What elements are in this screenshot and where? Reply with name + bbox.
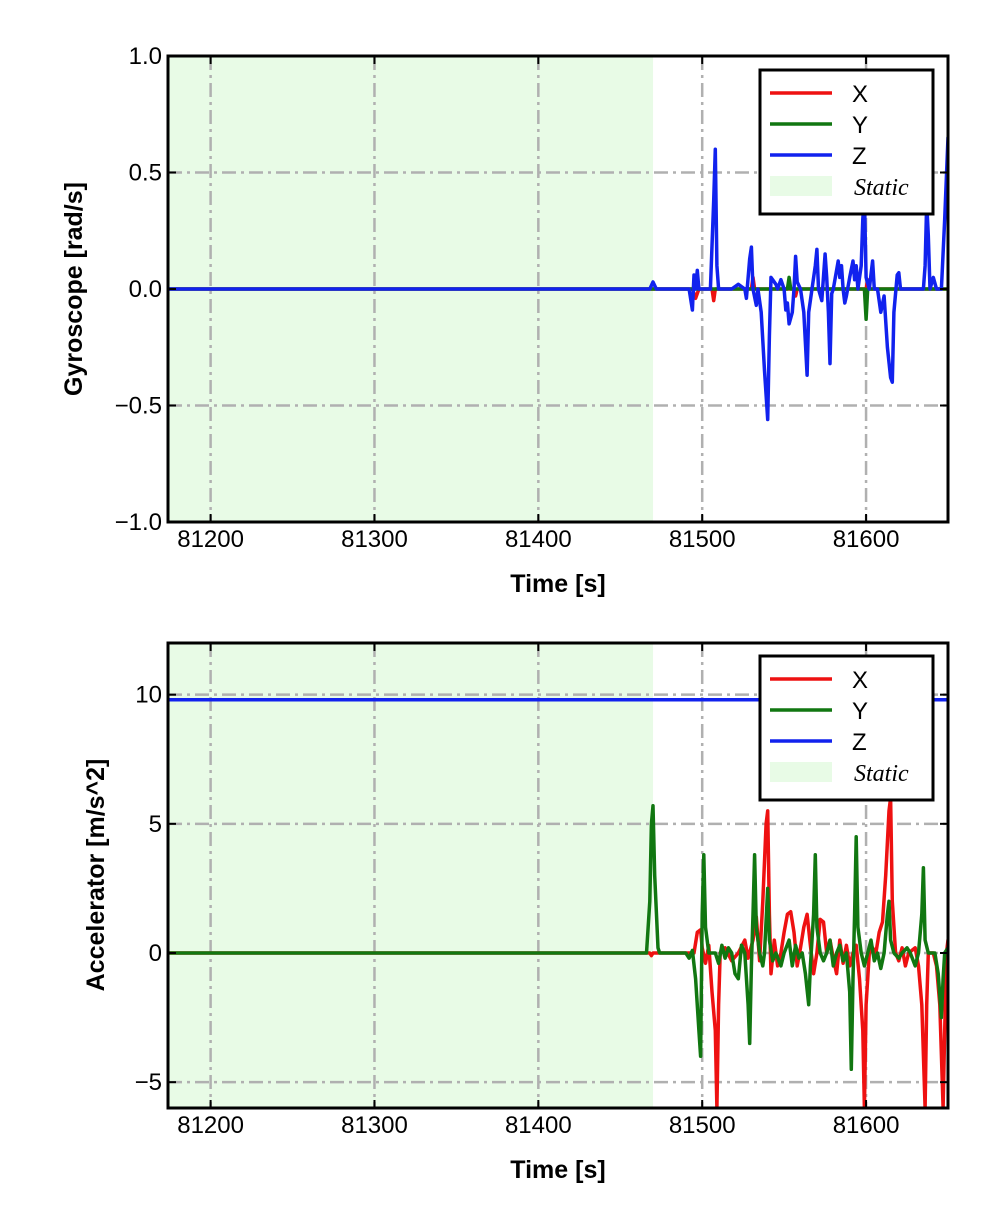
x-tick-label: 81200: [177, 526, 244, 553]
y-axis-title: Gyroscope [rad/s]: [60, 182, 88, 396]
legend-label-z: Z: [852, 729, 867, 756]
x-tick-label: 81600: [833, 1112, 900, 1139]
x-tick-label: 81200: [177, 1112, 244, 1139]
series-line-z: [168, 135, 948, 422]
y-tick-label: −0.5: [115, 393, 162, 420]
y-tick-label: −1.0: [115, 509, 162, 536]
static-region: [168, 643, 654, 1108]
legend-label-x: X: [852, 667, 868, 694]
legend: X Y Z Static: [758, 654, 935, 802]
legend-swatch-static: [770, 176, 832, 196]
y-tick-label: 0.0: [129, 276, 162, 303]
x-tick-label: 81400: [505, 1112, 572, 1139]
x-tick-label: 81300: [341, 526, 408, 553]
tick-labels: 81200 81300 81400 81500 81600 −1.0 −0.5 0.0 0.5 1…: [115, 43, 900, 553]
y-tick-label: 0.5: [129, 160, 162, 187]
y-axis-title: Accelerator [m/s^2]: [82, 759, 110, 992]
x-axis-title: Time [s]: [510, 570, 605, 598]
plot-frame: [166, 54, 950, 524]
x-tick-label: 81600: [833, 526, 900, 553]
x-tick-label: 81400: [505, 526, 572, 553]
plot-frame: [166, 641, 950, 1110]
tick-labels: 81200 81300 81400 81500 81600 −5 0 5 10: [135, 682, 900, 1139]
x-tick-label: 81500: [669, 526, 736, 553]
y-tick-label: 0: [149, 940, 162, 967]
x-tick-label: 81500: [669, 1112, 736, 1139]
legend: X Y Z Static: [758, 68, 935, 216]
x-tick-label: 81300: [341, 1112, 408, 1139]
legend-label-static: Static: [854, 175, 909, 201]
accelerometer-chart: 81200 81300 81400 81500 81600 −5 0 5 10 Time [s]…: [82, 641, 950, 1184]
y-tick-label: −5: [135, 1069, 162, 1096]
legend-label-static: Static: [854, 761, 909, 787]
gyroscope-chart: 81200 81300 81400 81500 81600 −1.0 −0.5 0.0 0.5 1…: [60, 43, 950, 598]
y-tick-label: 5: [149, 811, 162, 838]
legend-label-x: X: [852, 81, 868, 108]
legend-label-z: Z: [852, 143, 867, 170]
legend-label-y: Y: [852, 698, 868, 725]
series-line-y: [168, 804, 948, 1072]
legend-swatch-static: [770, 762, 832, 782]
y-tick-label: 1.0: [129, 43, 162, 70]
y-tick-label: 10: [135, 682, 162, 709]
x-axis-title: Time [s]: [510, 1156, 605, 1184]
series-lines: [168, 135, 948, 422]
legend-label-y: Y: [852, 112, 868, 139]
